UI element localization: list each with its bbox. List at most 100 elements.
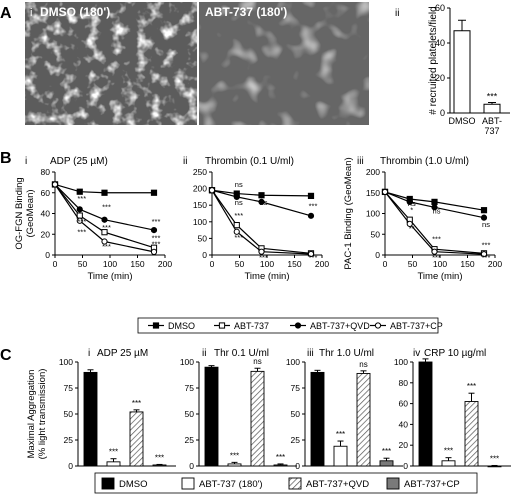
- bar: [483, 103, 501, 114]
- micrograph-dmso-sub: i: [30, 7, 32, 19]
- bar: [310, 371, 325, 467]
- x-tick-label: 200: [488, 259, 502, 269]
- series-line: [54, 183, 154, 194]
- series-line: [211, 189, 312, 254]
- y-tick-label: 0: [45, 250, 50, 260]
- series-line: [211, 189, 312, 255]
- data-point: [76, 217, 83, 224]
- chart-sub: i: [25, 156, 27, 167]
- bar: [204, 366, 219, 467]
- significance-label: ***: [432, 253, 441, 262]
- significance-label: ***: [102, 242, 111, 251]
- chart-sub: ii: [183, 156, 187, 167]
- y-tick-label: 100: [180, 357, 194, 367]
- series-line: [54, 184, 155, 249]
- significance-label: ***: [77, 227, 86, 236]
- y-tick-label: 80: [399, 378, 409, 388]
- chart-C-ii: ii Thr 0.1 U/ml 0 25 50 75 100 *** ns ***: [180, 348, 297, 471]
- significance-label: ***: [482, 241, 491, 250]
- bar: [333, 445, 348, 467]
- significance-label: ***: [382, 447, 391, 456]
- legend-marker: [152, 322, 160, 329]
- series-line: [384, 191, 485, 219]
- significance-label: ***: [276, 453, 285, 462]
- y-axis-label-line: (GeoMean): [25, 189, 36, 237]
- significance-label: ***: [234, 233, 243, 242]
- chart-title: Thr 0.1 U/ml: [214, 348, 269, 359]
- significance-label: ns: [359, 360, 367, 369]
- significance-label: ***: [152, 233, 161, 242]
- y-axis-label-line: Maximal Aggregation: [26, 370, 37, 459]
- significance-label: ***: [77, 217, 86, 226]
- legend-label: ABT-737+CP: [390, 321, 443, 331]
- y-tick-label: 40: [41, 209, 51, 219]
- y-axis-label-line: # recruited platelets/field: [428, 6, 439, 114]
- series-line: [211, 189, 312, 217]
- bar: [227, 463, 242, 467]
- significance-label: ***: [230, 451, 239, 460]
- y-tick-label: 100: [193, 217, 207, 227]
- y-tick-label: 25: [64, 435, 74, 445]
- x-tick-label: 200: [315, 259, 329, 269]
- chart-B-iii: iii Thrombin (1.0 U/ml) 0 50 100 150 200 0 50 100…: [343, 156, 502, 282]
- y-tick-label: 20: [41, 229, 51, 239]
- data-point: [76, 206, 83, 213]
- x-tick-label: DMSO: [449, 116, 476, 126]
- x-tick-label: 100: [260, 259, 274, 269]
- x-tick-label: 100: [103, 259, 117, 269]
- y-tick-label: 60: [435, 3, 445, 13]
- bar: [273, 464, 288, 467]
- data-point: [406, 220, 413, 227]
- x-tick-label: 50: [78, 259, 88, 269]
- chart-C-i: i ADP 25 µM 0 25 50 75 100 Maximal Aggregation(…: [26, 348, 176, 471]
- x-tick-label: 100: [433, 259, 447, 269]
- legend-label: ABT-737+CP: [404, 479, 460, 490]
- y-axis-label-line: OG-FGN Binding: [14, 177, 25, 249]
- chart-B-i: i ADP (25 µM) 0 20 40 60 80 0 50 100 150 200 Time (m…: [14, 156, 172, 282]
- chart-sub: iii: [307, 348, 314, 359]
- y-tick-label: 20: [435, 73, 445, 83]
- chart-sub: iii: [357, 156, 364, 167]
- data-point: [101, 216, 108, 223]
- legend-swatch: [288, 477, 302, 490]
- data-point: [431, 204, 438, 211]
- bar: [379, 460, 394, 467]
- legend-label: DMSO: [119, 479, 148, 490]
- y-tick-label: 100: [366, 209, 380, 219]
- x-tick-label: 50: [235, 259, 245, 269]
- significance-label: ***: [77, 194, 86, 203]
- data-point: [431, 248, 438, 255]
- series-line: [54, 184, 155, 231]
- significance-label: **: [409, 224, 415, 233]
- x-axis-label: Time (min): [87, 271, 132, 282]
- data-point: [101, 229, 108, 236]
- data-point: [480, 251, 488, 258]
- panel-letter-C: C: [0, 347, 12, 364]
- data-point: [258, 248, 265, 255]
- data-point: [233, 228, 240, 235]
- y-tick-label: 150: [193, 200, 207, 210]
- data-point: [480, 214, 488, 221]
- series-line: [54, 184, 155, 253]
- legend-label: ABT-737+QVD: [306, 479, 369, 490]
- significance-label: ***: [102, 223, 111, 232]
- y-tick-label: 0: [375, 250, 380, 260]
- y-axis-label: Maximal Aggregation(% light transmission…: [26, 369, 48, 460]
- significance-label: ***: [309, 202, 318, 211]
- x-tick-label: 200: [158, 259, 172, 269]
- legend-swatch: [101, 477, 115, 490]
- chart-title: CRP 10 µg/ml: [424, 348, 486, 359]
- y-axis-label: OG-FGN Binding(GeoMean): [14, 177, 36, 249]
- bar: [129, 411, 144, 467]
- significance-label: ***: [487, 92, 498, 102]
- y-tick-label: 0: [189, 461, 194, 471]
- significance-label: ***: [132, 399, 141, 408]
- chart-C-iv: iv CRP 10 µg/ml 0 20 40 60 80 100 *** *** ***: [394, 348, 511, 471]
- data-point: [381, 188, 389, 196]
- significance-label: ns: [433, 207, 441, 216]
- legend-label: ABT-737+QVD: [310, 321, 370, 331]
- significance-label: ***: [152, 217, 161, 226]
- y-tick-label: 20: [399, 440, 409, 450]
- y-tick-label: 0: [403, 461, 408, 471]
- y-tick-label: 75: [291, 383, 301, 393]
